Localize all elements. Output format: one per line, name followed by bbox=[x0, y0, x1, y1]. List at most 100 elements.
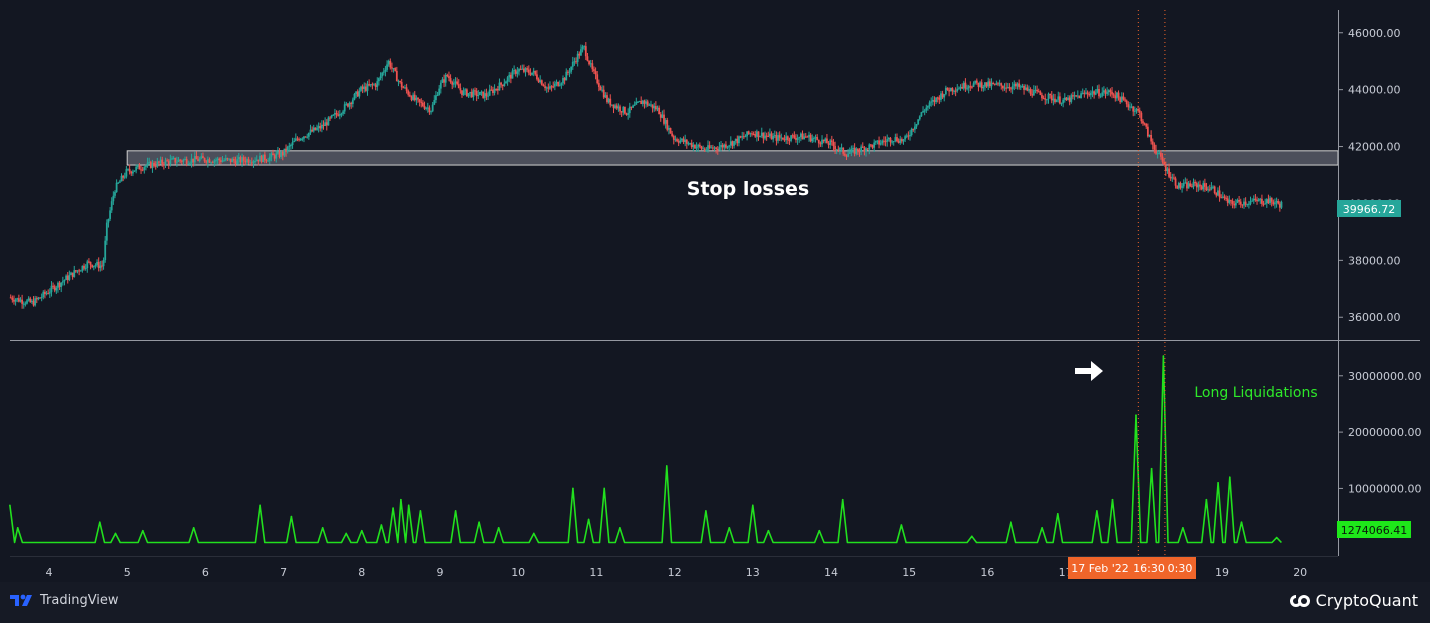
candle-body bbox=[322, 124, 325, 127]
candlestick-series bbox=[9, 42, 1283, 309]
candle-body bbox=[1261, 198, 1263, 204]
candle-body bbox=[350, 102, 353, 104]
date-tick-label: 14 bbox=[824, 566, 838, 579]
candle-body bbox=[500, 82, 502, 85]
candle-body bbox=[568, 71, 571, 73]
candle-body bbox=[760, 132, 763, 137]
candle-body bbox=[286, 146, 289, 152]
candle-body bbox=[438, 88, 441, 96]
candle-body bbox=[462, 90, 465, 95]
candle-body bbox=[1243, 201, 1245, 206]
candle-body bbox=[539, 80, 542, 83]
candle-body bbox=[951, 87, 954, 92]
candle-body bbox=[457, 84, 460, 89]
candle-body bbox=[817, 139, 820, 144]
candle-body bbox=[141, 169, 144, 171]
candle-body bbox=[832, 142, 835, 147]
candle-body bbox=[1280, 201, 1283, 208]
candle-body bbox=[627, 113, 630, 115]
candle-body bbox=[187, 163, 190, 165]
tradingview-logo[interactable]: TradingView bbox=[10, 592, 119, 608]
long-liquidations-label: Long Liquidations bbox=[1194, 385, 1317, 401]
liquidation-point bbox=[587, 518, 590, 521]
candle-body bbox=[441, 79, 444, 83]
candle-body bbox=[1254, 198, 1257, 200]
candle-body bbox=[1083, 92, 1086, 94]
candle-body bbox=[392, 68, 395, 70]
candle-body bbox=[1226, 198, 1229, 203]
candle-body bbox=[648, 104, 651, 106]
candle-body bbox=[81, 265, 84, 271]
candle-body bbox=[633, 104, 636, 106]
candle-body bbox=[477, 94, 480, 97]
candle-body bbox=[900, 139, 903, 142]
candle-body bbox=[927, 105, 929, 108]
liquidation-point bbox=[419, 510, 422, 512]
candle-body bbox=[944, 87, 947, 95]
candle-body bbox=[200, 156, 203, 159]
candle-body bbox=[260, 155, 263, 162]
candle-body bbox=[786, 136, 789, 141]
candle-body bbox=[941, 93, 944, 98]
candle-body bbox=[1010, 88, 1012, 90]
liquidation-point bbox=[1041, 527, 1043, 529]
candle-body bbox=[550, 86, 553, 88]
candle-body bbox=[364, 86, 367, 91]
candle-body bbox=[705, 149, 708, 151]
liquidation-point bbox=[752, 504, 754, 507]
time-badge-time: 16:30 bbox=[1133, 562, 1165, 575]
candle-body bbox=[166, 160, 169, 162]
candle-body bbox=[479, 92, 481, 95]
candle-body bbox=[61, 281, 64, 283]
time-badge: 17 Feb '22 16:30 0:30 bbox=[1068, 557, 1196, 579]
candle-body bbox=[345, 103, 348, 105]
candle-body bbox=[91, 264, 94, 268]
candle-body bbox=[860, 146, 863, 152]
candle-body bbox=[265, 160, 268, 162]
candle-body bbox=[29, 298, 32, 303]
candle-body bbox=[1233, 203, 1236, 206]
candle-body bbox=[1068, 97, 1071, 102]
candle-body bbox=[537, 79, 540, 83]
candle-body bbox=[193, 156, 196, 163]
crosshair bbox=[1137, 10, 1166, 556]
candle-body bbox=[171, 158, 173, 160]
candle-body bbox=[1267, 199, 1270, 204]
candle-body bbox=[1212, 186, 1214, 188]
candle-body bbox=[317, 126, 320, 128]
liquidation-value-badge: 1274066.41 bbox=[1337, 521, 1411, 538]
candle-body bbox=[1011, 86, 1014, 90]
candle-body bbox=[216, 158, 219, 161]
liquidation-point bbox=[290, 515, 293, 518]
candle-body bbox=[410, 96, 413, 100]
candle-body bbox=[780, 137, 783, 139]
candle-body bbox=[918, 116, 921, 120]
date-tick-label: 19 bbox=[1215, 566, 1229, 579]
candle-body bbox=[278, 151, 281, 157]
candle-body bbox=[974, 80, 977, 84]
candle-body bbox=[1231, 201, 1234, 204]
candle-body bbox=[1163, 161, 1166, 166]
right-arrow-icon bbox=[1075, 361, 1103, 381]
candle-body bbox=[182, 159, 185, 162]
candle-body bbox=[773, 135, 776, 137]
candle-body bbox=[580, 49, 582, 56]
candle-body bbox=[764, 135, 766, 139]
candle-body bbox=[319, 126, 322, 129]
candle-body bbox=[886, 139, 889, 142]
candle-body bbox=[615, 105, 618, 109]
candle-body bbox=[547, 87, 550, 89]
candle-body bbox=[465, 89, 468, 97]
cryptoquant-logo[interactable]: CryptoQuant bbox=[1289, 591, 1418, 610]
candle-body bbox=[125, 169, 128, 177]
liquidation-series bbox=[9, 355, 1282, 544]
chart-background bbox=[0, 0, 1430, 582]
candle-body bbox=[153, 162, 155, 166]
candle-body bbox=[378, 78, 380, 82]
candle-body bbox=[523, 68, 525, 72]
candle-body bbox=[92, 265, 95, 268]
candle-body bbox=[979, 82, 981, 87]
candle-body bbox=[172, 157, 175, 159]
date-tick-label: 7 bbox=[280, 566, 287, 579]
candle-body bbox=[1085, 92, 1087, 94]
